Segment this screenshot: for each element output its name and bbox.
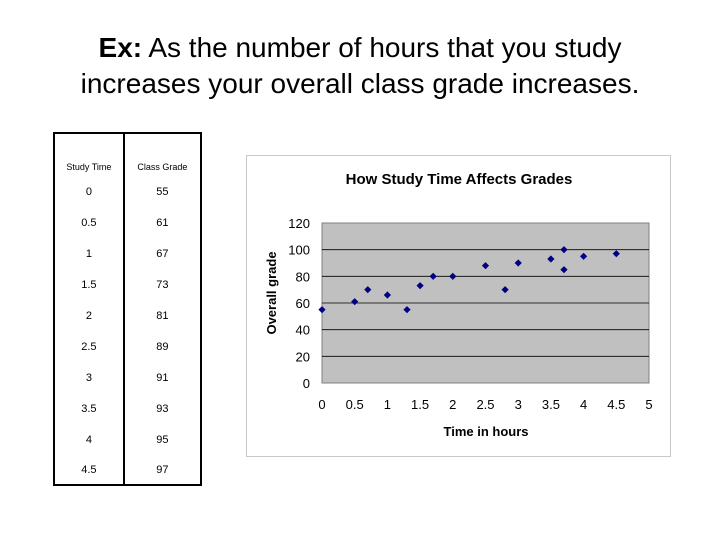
title-line-1-text: As the number of hours that you study (142, 32, 622, 63)
cell-study-time: 2.5 (53, 331, 125, 362)
table-header-row: Study Time Class Grade (53, 132, 203, 176)
table-row: 3.5 93 (53, 393, 203, 424)
x-tick-label: 3 (515, 397, 522, 412)
table-row: 3 91 (53, 362, 203, 393)
data-point (501, 286, 509, 294)
data-point (547, 255, 555, 263)
table-row: 0 55 (53, 176, 203, 207)
table-row: 4 95 (53, 424, 203, 455)
x-tick-label: 1.5 (411, 397, 429, 412)
y-axis-label: Overall grade (264, 251, 279, 334)
cell-class-grade: 81 (122, 300, 203, 331)
table-row: 4.5 97 (53, 455, 203, 486)
cell-study-time: 4 (53, 424, 125, 455)
title-line-2: increases your overall class grade incre… (80, 68, 640, 99)
cell-study-time: 0 (53, 176, 125, 207)
y-tick-label: 100 (288, 243, 310, 258)
cell-class-grade: 73 (122, 269, 203, 300)
x-tick-label: 1 (384, 397, 391, 412)
cell-class-grade: 95 (122, 424, 203, 455)
header-study-time: Study Time (53, 132, 125, 176)
cell-class-grade: 67 (122, 238, 203, 269)
title-prefix: Ex: (98, 32, 143, 63)
cell-study-time: 1 (53, 238, 125, 269)
table-row: 1 67 (53, 238, 203, 269)
cell-study-time: 3 (53, 362, 125, 393)
data-table: Study Time Class Grade 0 55 0.5 61 1 67 1.5… (53, 132, 203, 486)
data-point (514, 259, 522, 267)
cell-study-time: 0.5 (53, 207, 125, 238)
cell-class-grade: 93 (122, 393, 203, 424)
x-tick-label: 2.5 (476, 397, 494, 412)
data-point (318, 306, 326, 314)
slide-title: Ex: As the number of hours that you stud… (0, 30, 720, 102)
x-axis-label: Time in hours (444, 424, 529, 439)
y-tick-label: 0 (303, 376, 310, 391)
cell-study-time: 1.5 (53, 269, 125, 300)
chart-title: How Study Time Affects Grades (346, 171, 573, 188)
data-point (612, 250, 620, 258)
data-point (560, 246, 568, 254)
x-tick-label: 4 (580, 397, 587, 412)
y-tick-label: 20 (296, 349, 310, 364)
cell-study-time: 2 (53, 300, 125, 331)
x-tick-label: 5 (645, 397, 652, 412)
scatter-chart: How Study Time Affects Grades Overall gr… (264, 171, 653, 439)
x-tick-label: 2 (449, 397, 456, 412)
table-row: 1.5 73 (53, 269, 203, 300)
x-tick-label: 3.5 (542, 397, 560, 412)
chart-container: How Study Time Affects Grades Overall gr… (246, 155, 671, 457)
y-tick-label: 120 (288, 216, 310, 231)
data-point (383, 291, 391, 299)
x-tick-label: 0.5 (346, 397, 364, 412)
cell-class-grade: 91 (122, 362, 203, 393)
cell-class-grade: 55 (122, 176, 203, 207)
cell-study-time: 4.5 (53, 455, 125, 486)
y-tick-label: 80 (296, 269, 310, 284)
x-tick-label: 4.5 (607, 397, 625, 412)
header-class-grade: Class Grade (122, 132, 203, 176)
y-tick-label: 60 (296, 296, 310, 311)
plot-area: 0 20 40 60 80 100 120 0 0.5 1 1.5 2 2.5 3 3.5 4 4.5 5 (288, 216, 652, 412)
table-row: 0.5 61 (53, 207, 203, 238)
cell-class-grade: 61 (122, 207, 203, 238)
cell-study-time: 3.5 (53, 393, 125, 424)
cell-class-grade: 89 (122, 331, 203, 362)
data-point (429, 272, 437, 280)
y-tick-label: 40 (296, 323, 310, 338)
data-point (560, 266, 568, 274)
data-point (580, 252, 588, 260)
table-row: 2 81 (53, 300, 203, 331)
table-row: 2.5 89 (53, 331, 203, 362)
cell-class-grade: 97 (122, 455, 203, 486)
data-point (481, 262, 490, 270)
title-line-1: Ex: As the number of hours that you stud… (99, 32, 622, 63)
x-tick-label: 0 (318, 397, 325, 412)
